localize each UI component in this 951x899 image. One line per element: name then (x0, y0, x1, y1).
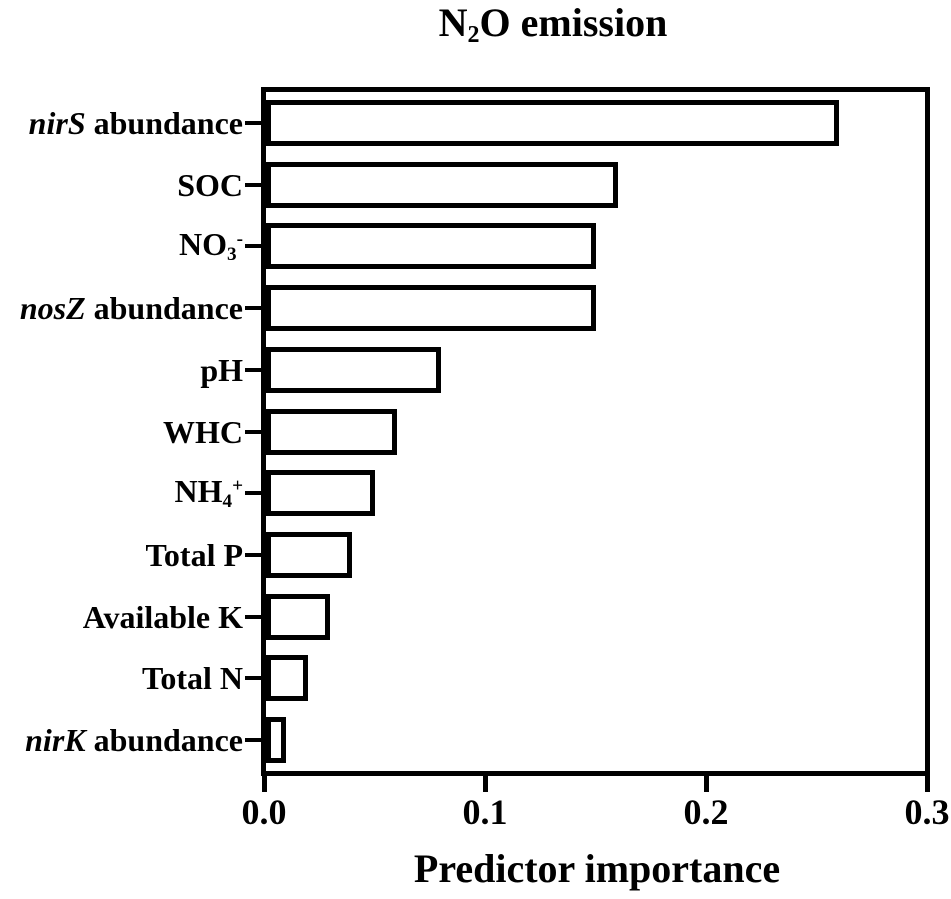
bar (266, 593, 331, 640)
text-part: Total N (141, 660, 243, 697)
x-axis-tick-label: 0.0 (241, 792, 287, 832)
text-part: O emission (479, 0, 668, 45)
subscript: 3 (227, 244, 237, 266)
bar (266, 161, 618, 208)
bar (266, 408, 397, 455)
subscript: 4 (222, 491, 233, 513)
y-axis-label: SOC (177, 169, 243, 201)
text-part: Total P (145, 536, 244, 573)
text-part: NO (179, 226, 228, 263)
subscript: 2 (467, 22, 480, 48)
text-part: abundance (85, 290, 243, 327)
text-part: NH (174, 473, 223, 510)
y-axis-label: Total N (142, 662, 243, 694)
bar (266, 285, 596, 332)
y-axis-label: nosZ abundance (20, 292, 243, 324)
bar (266, 346, 441, 393)
bar (266, 223, 596, 270)
text-part: abundance (85, 104, 243, 141)
text-part: nirK (25, 722, 86, 759)
superscript: - (236, 228, 243, 250)
bar (266, 717, 287, 764)
text-part: pH (200, 351, 243, 388)
y-axis-label: Total P (146, 539, 244, 571)
x-axis-tick-label: 0.2 (683, 792, 729, 832)
y-axis-label: WHC (163, 416, 243, 448)
y-axis-label: NO3- (179, 228, 243, 264)
y-axis-label: NH4+ (174, 475, 243, 511)
bar (266, 99, 839, 146)
text-part: abundance (85, 722, 243, 759)
text-part: N (438, 0, 468, 45)
bar (266, 655, 309, 702)
y-axis-label: Available K (83, 601, 243, 633)
chart-title: N2O emission (438, 0, 668, 49)
text-part: nirS (28, 104, 86, 141)
y-axis-labels: nirS abundance SOC NO3- nosZ abundance pH WHC… (0, 92, 243, 771)
text-part: nosZ (19, 290, 86, 327)
text-part: SOC (177, 166, 243, 203)
bar (266, 531, 353, 578)
x-axis-tick-label: 0.3 (904, 792, 950, 832)
y-axis-label: nirK abundance (25, 724, 243, 756)
bar (266, 470, 375, 517)
x-axis-title: Predictor importance (413, 846, 781, 891)
y-axis-label: pH (200, 354, 243, 386)
superscript: + (232, 475, 243, 497)
bars-layer (266, 92, 925, 771)
x-axis-tick-label: 0.1 (462, 792, 508, 832)
y-axis-label: nirS abundance (29, 107, 243, 139)
text-part: Available K (82, 598, 243, 635)
text-part: WHC (163, 413, 243, 450)
